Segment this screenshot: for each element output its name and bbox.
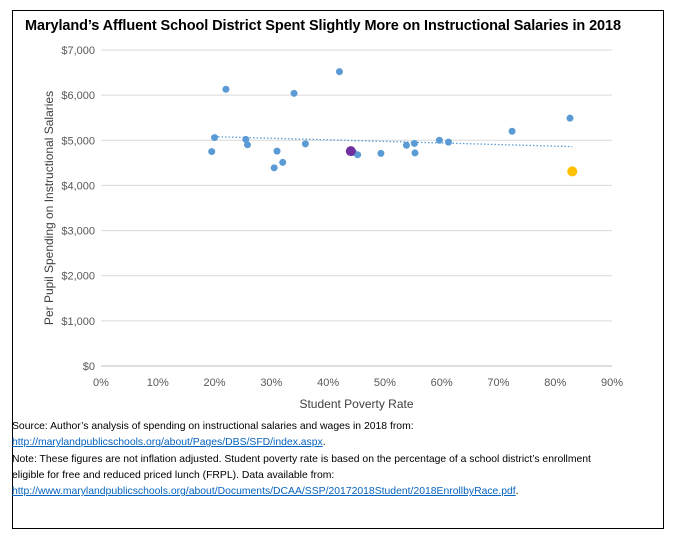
chart-title: Maryland’s Affluent School District Spen… xyxy=(25,18,621,34)
data-point xyxy=(508,127,516,135)
x-tick-label: 90% xyxy=(601,377,623,389)
y-tick-label: $3,000 xyxy=(61,226,95,238)
x-tick-label: 30% xyxy=(260,377,282,389)
data-point xyxy=(243,141,251,149)
source-link-1[interactable]: http://marylandpublicschools.org/about/P… xyxy=(12,437,323,449)
data-point xyxy=(301,140,309,148)
data-point xyxy=(377,149,385,157)
source-link-1-suffix: . xyxy=(322,437,326,449)
data-point xyxy=(270,164,278,172)
source-line-2: http://marylandpublicschools.org/about/P… xyxy=(12,435,637,451)
x-tick-label: 0% xyxy=(93,377,109,389)
trendline xyxy=(214,136,573,148)
data-point xyxy=(435,136,443,144)
data-point xyxy=(354,151,362,159)
data-point xyxy=(290,89,298,97)
source-line-1: Source: Author’s analysis of spending on… xyxy=(12,421,414,432)
source-line-3: http://www.marylandpublicschools.org/abo… xyxy=(12,484,637,500)
y-tick-label: $4,000 xyxy=(61,180,95,192)
x-axis-title: Student Poverty Rate xyxy=(299,397,413,411)
x-tick-label: 60% xyxy=(431,377,453,389)
y-tick-label: $7,000 xyxy=(61,45,95,57)
data-point xyxy=(273,147,281,155)
source-link-2-suffix: . xyxy=(515,486,519,498)
data-point xyxy=(402,141,410,149)
highlighted-point xyxy=(345,146,356,157)
data-point xyxy=(335,68,343,76)
data-point xyxy=(279,158,287,166)
data-point xyxy=(222,85,230,93)
data-point xyxy=(410,139,418,147)
data-point xyxy=(444,138,452,146)
data-point xyxy=(566,114,574,122)
data-point xyxy=(211,134,219,142)
source-note: Source: Author’s analysis of spending on… xyxy=(12,419,637,500)
x-tick-label: 50% xyxy=(374,377,396,389)
note-line-2: eligible for free and reduced priced lun… xyxy=(12,469,335,481)
x-tick-label: 10% xyxy=(147,377,169,389)
x-tick-label: 80% xyxy=(544,377,566,389)
x-tick-label: 20% xyxy=(204,377,226,389)
data-point xyxy=(208,148,216,156)
y-tick-label: $2,000 xyxy=(61,271,95,283)
y-tick-label: $6,000 xyxy=(61,90,95,102)
data-point xyxy=(242,135,250,143)
chart-frame: Maryland’s Affluent School District Spen… xyxy=(12,10,664,529)
x-tick-label: 70% xyxy=(487,377,509,389)
highlighted-point xyxy=(567,166,578,177)
y-tick-label: $5,000 xyxy=(61,135,95,147)
x-tick-label: 40% xyxy=(317,377,339,389)
note-line-1: Note: These figures are not inflation ad… xyxy=(12,453,591,465)
y-axis-title: Per Pupil Spending on Instructional Sala… xyxy=(42,91,56,325)
y-tick-label: $0 xyxy=(83,361,95,373)
source-link-2[interactable]: http://www.marylandpublicschools.org/abo… xyxy=(12,486,516,498)
y-tick-label: $1,000 xyxy=(61,316,95,328)
data-point xyxy=(411,149,419,157)
